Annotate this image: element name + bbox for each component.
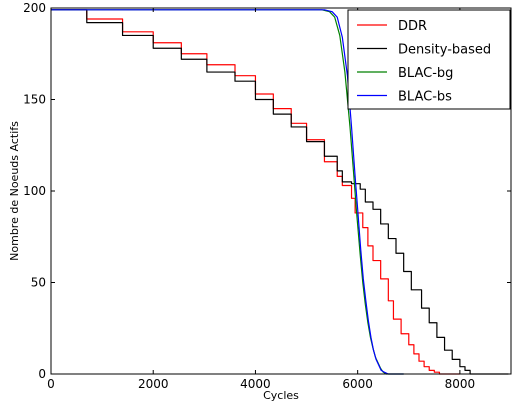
y-axis-label: Nombre de Noeuds Actifs xyxy=(8,121,21,261)
x-tick-label: 4000 xyxy=(240,377,271,391)
x-tick-label: 6000 xyxy=(342,377,373,391)
legend-label: DDR xyxy=(398,19,427,34)
legend-label: BLAC-bs xyxy=(398,90,452,105)
x-tick-label: 0 xyxy=(47,377,55,391)
x-axis-label: Cycles xyxy=(263,389,299,402)
y-tick-label: 100 xyxy=(23,184,46,198)
y-tick-label: 50 xyxy=(31,276,46,290)
x-tick-label: 2000 xyxy=(138,377,169,391)
y-tick-label: 0 xyxy=(38,367,46,381)
series-layer xyxy=(51,9,509,375)
y-tick-label: 150 xyxy=(23,93,46,107)
series-line-density-based xyxy=(51,9,509,375)
ticks-layer: 0 2000 4000 6000 8000 0 50 100 150 200 xyxy=(23,1,511,391)
y-tick-label: 200 xyxy=(23,1,46,15)
legend-label: BLAC-bg xyxy=(398,66,453,81)
series-line-blac-bs xyxy=(51,9,404,375)
x-tick-label: 8000 xyxy=(445,377,476,391)
legend-box xyxy=(347,9,511,110)
legend-label: Density-based xyxy=(398,43,491,58)
legend: DDR Density-based BLAC-bg BLAC-bs xyxy=(347,9,511,110)
